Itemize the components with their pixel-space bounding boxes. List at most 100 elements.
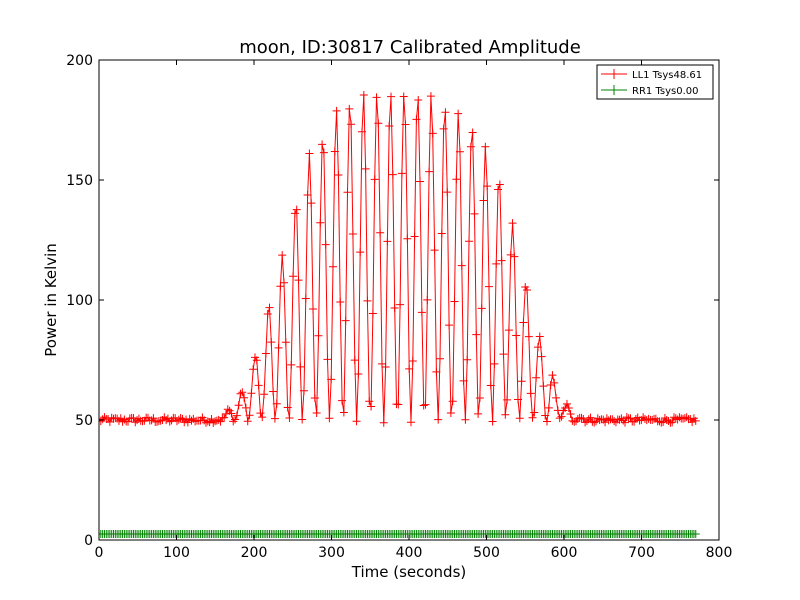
data-point [590, 418, 599, 427]
data-point [448, 397, 457, 406]
data-point [546, 381, 555, 390]
data-point [541, 411, 550, 420]
data-point [504, 326, 513, 335]
data-point [419, 401, 428, 410]
data-point [562, 399, 571, 408]
data-point [455, 147, 464, 156]
data-point [285, 414, 294, 423]
data-point [374, 119, 383, 128]
data-point [347, 120, 356, 129]
data-point [617, 414, 626, 423]
data-point [510, 252, 519, 261]
data-point [238, 388, 247, 397]
data-point [437, 229, 446, 238]
data-point [280, 278, 289, 287]
data-point [390, 303, 399, 312]
data-point [274, 343, 283, 352]
data-point [474, 409, 483, 418]
data-point [593, 414, 602, 423]
data-point [345, 104, 354, 113]
data-point [626, 414, 635, 423]
data-point [495, 180, 504, 189]
data-point [388, 170, 397, 179]
data-point [234, 401, 243, 410]
data-point [533, 343, 542, 352]
y-tick-label: 150 [66, 173, 93, 189]
data-point [490, 359, 499, 368]
data-point [296, 362, 305, 371]
x-axis-label: Time (seconds) [351, 563, 467, 581]
data-point [555, 414, 564, 423]
data-point [457, 261, 466, 270]
data-point [494, 185, 503, 194]
data-point [421, 400, 430, 409]
data-point [615, 415, 624, 424]
data-point [610, 417, 619, 426]
data-point [454, 109, 463, 118]
data-point [379, 418, 388, 427]
legend-box [596, 64, 714, 100]
data-point [445, 321, 454, 330]
x-tick-label: 700 [628, 545, 655, 561]
data-point [100, 413, 109, 422]
data-point [499, 350, 508, 359]
data-point [312, 409, 321, 418]
data-point [526, 389, 535, 398]
data-point [537, 352, 546, 361]
y-axis-label: Power in Kelvin [42, 243, 60, 357]
data-point [232, 411, 241, 420]
data-point [586, 413, 595, 422]
plot-area [99, 60, 719, 540]
data-point [512, 331, 521, 340]
data-point [675, 413, 684, 422]
data-point [443, 188, 452, 197]
x-tick-label: 0 [95, 545, 104, 561]
data-point [408, 357, 417, 366]
data-point [405, 364, 414, 373]
data-point [515, 414, 524, 423]
data-point [680, 414, 689, 423]
data-point [191, 417, 200, 426]
data-point [214, 415, 223, 424]
tick-layer: 0 100 200 300 400 500 600 700 800 0 50 100 150 200 [66, 53, 732, 561]
data-point [294, 276, 303, 285]
data-point [321, 240, 330, 249]
plot-frame [98, 59, 720, 541]
data-point [310, 393, 319, 402]
data-point [519, 318, 528, 327]
data-point [216, 417, 225, 426]
data-point [240, 393, 249, 402]
data-point [406, 418, 415, 427]
data-point [530, 408, 539, 417]
data-point [325, 414, 334, 423]
data-point [361, 164, 370, 173]
legend: LL1 Tsys48.61 RR1 Tsys0.00 [596, 64, 714, 100]
data-point [176, 414, 185, 423]
data-point [183, 418, 192, 427]
data-point [517, 377, 526, 386]
data-point [383, 237, 392, 246]
data-point [659, 417, 668, 426]
data-point [426, 92, 435, 101]
legend-marker-rr1 [609, 85, 619, 95]
data-point [332, 106, 341, 115]
data-point [343, 188, 352, 197]
data-point [425, 167, 434, 176]
data-point [267, 338, 276, 347]
data-point [396, 300, 405, 309]
data-point [305, 149, 314, 158]
data-point [281, 338, 290, 347]
data-point [99, 417, 105, 426]
data-point [655, 417, 664, 426]
data-point [260, 390, 269, 399]
data-point [245, 411, 254, 420]
data-point [227, 409, 236, 418]
data-point [202, 418, 211, 427]
data-point [287, 360, 296, 369]
data-point [459, 376, 468, 385]
data-point [648, 415, 657, 424]
data-point [691, 416, 700, 425]
data-point [290, 209, 299, 218]
data-point [484, 282, 493, 291]
data-point [367, 402, 376, 411]
